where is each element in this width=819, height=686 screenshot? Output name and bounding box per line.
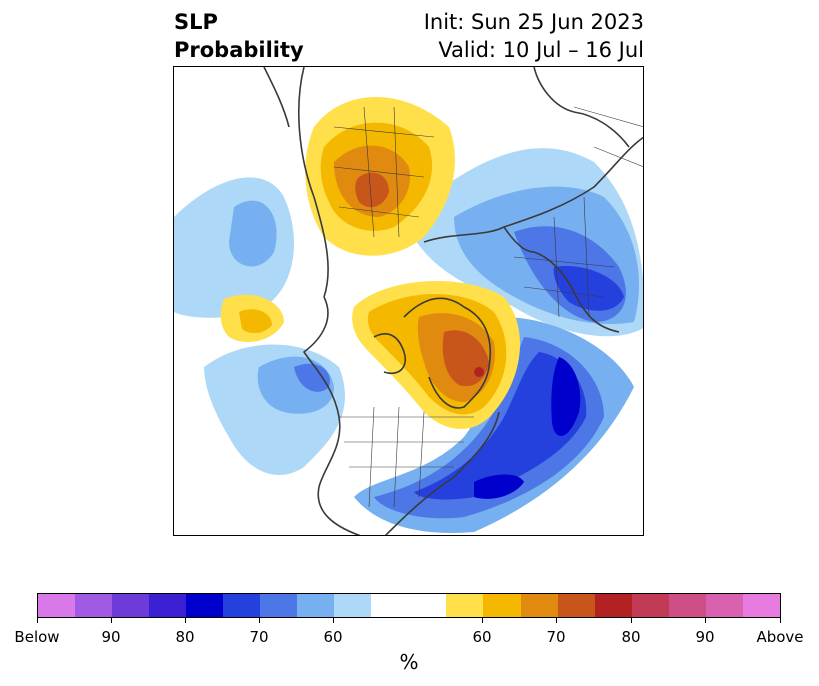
colorbar-segment (520, 594, 558, 617)
colorbar-tick-label: 60 (472, 628, 492, 646)
high-region-pacific-core (239, 309, 272, 334)
colorbar-segment (223, 594, 261, 617)
colorbar-tick-label: 80 (175, 628, 195, 646)
colorbar-segment (38, 594, 76, 617)
colorbar-tickmark (185, 618, 186, 623)
map-canvas (174, 67, 643, 535)
init-date: Init: Sun 25 Jun 2023 (423, 10, 644, 34)
colorbar-tick-label: 60 (323, 628, 343, 646)
colorbar-tick-label: Above (756, 628, 804, 646)
colorbar-tickmark (631, 618, 632, 623)
colorbar-segment (668, 594, 706, 617)
political-borders (333, 106, 643, 508)
blue-region-west-inner (229, 200, 277, 267)
title-quantity: Probability (174, 38, 304, 62)
colorbar-segment (112, 594, 150, 617)
colorbar-tick-label: 90 (101, 628, 121, 646)
colorbar-tickmark (37, 618, 38, 623)
colorbar-segment (149, 594, 187, 617)
colorbar-tick-label: 70 (249, 628, 269, 646)
colorbar-segment (334, 594, 372, 617)
chart-title-left: SLP Probability (174, 8, 304, 64)
colorbar-tickmark (556, 618, 557, 623)
chart-title-right: Init: Sun 25 Jun 2023 Valid: 10 Jul – 16… (424, 8, 644, 64)
high-region-asia-core (355, 172, 389, 208)
valid-range: Valid: 10 Jul – 16 Jul (438, 38, 644, 62)
probability-map (173, 66, 644, 536)
colorbar-segment (75, 594, 113, 617)
colorbar-tick-label: 70 (546, 628, 566, 646)
blue-region-eurasia-core (553, 266, 624, 311)
high-region-greenland-peak (474, 367, 484, 377)
colorbar-unit: % (399, 650, 419, 674)
colorbar-segment (594, 594, 632, 617)
colorbar-tickmark (111, 618, 112, 623)
colorbar-tickmark (259, 618, 260, 623)
colorbar-segment (297, 594, 335, 617)
colorbar-tick-label: Below (14, 628, 60, 646)
colorbar-segment (742, 594, 780, 617)
colorbar-tickmark (780, 618, 781, 623)
blue-region-atlantic-core-2 (474, 474, 524, 499)
colorbar-segment (446, 594, 484, 617)
colorbar-tickmark (333, 618, 334, 623)
blue-region-atlantic-core (551, 357, 581, 436)
colorbar-tick-label: 90 (695, 628, 715, 646)
colorbar-segment (371, 594, 447, 617)
colorbar-tickmark (705, 618, 706, 623)
colorbar-segment (186, 594, 224, 617)
colorbar-segment (557, 594, 595, 617)
colorbar-segment (260, 594, 298, 617)
blue-region-pacific-core (294, 363, 330, 392)
colorbar-tick-label: 80 (621, 628, 641, 646)
colorbar-segment (705, 594, 743, 617)
title-variable: SLP (174, 10, 218, 34)
probability-colorbar (37, 593, 781, 618)
colorbar-segment (631, 594, 669, 617)
blue-region-atlantic-deep (414, 352, 587, 500)
colorbar-tickmark (482, 618, 483, 623)
colorbar-segment (483, 594, 521, 617)
